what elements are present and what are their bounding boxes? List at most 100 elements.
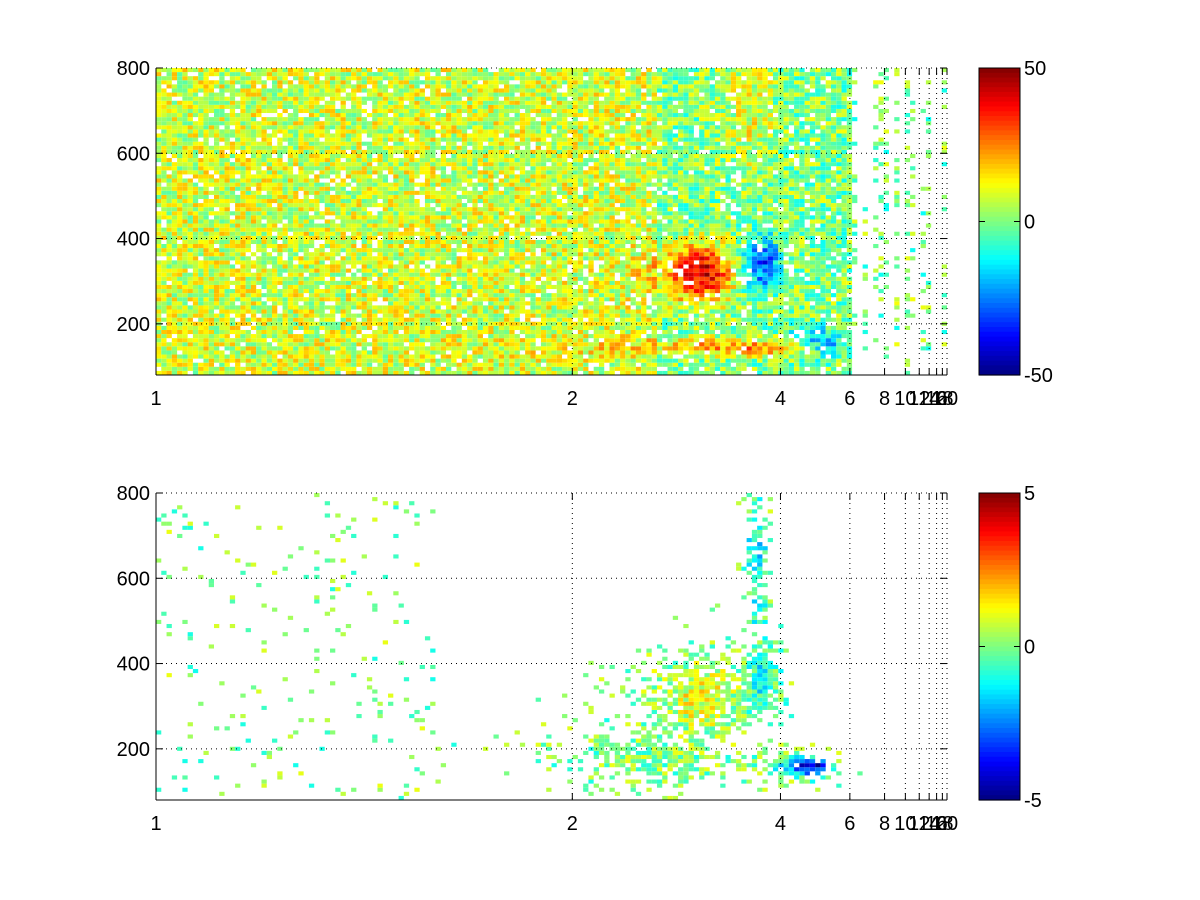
heatmap-cell	[477, 305, 483, 310]
heatmap-cell	[340, 272, 346, 277]
heatmap-cell	[303, 158, 309, 163]
heatmap-cell	[187, 297, 193, 302]
heatmap-cell	[250, 100, 257, 105]
heatmap-cell	[356, 198, 362, 204]
heatmap-cell	[240, 366, 246, 371]
heatmap-cell	[308, 362, 315, 367]
heatmap-cell	[409, 305, 415, 310]
heatmap-cell	[187, 76, 193, 81]
heatmap-cell	[256, 72, 262, 77]
heatmap-cell	[467, 219, 473, 224]
heatmap-cell	[319, 244, 325, 249]
heatmap-cell	[393, 207, 399, 212]
heatmap-cell	[435, 334, 441, 339]
heatmap-cell	[303, 68, 309, 73]
heatmap-cell	[456, 334, 462, 339]
heatmap-cell	[440, 68, 447, 73]
heatmap-cell	[451, 68, 457, 73]
heatmap-cell	[498, 239, 505, 245]
heatmap-cell	[224, 309, 230, 314]
heatmap-cell	[440, 317, 447, 322]
heatmap-cell	[166, 104, 172, 109]
heatmap-cell	[161, 293, 167, 298]
heatmap-cell	[166, 276, 172, 281]
heatmap-cell	[340, 72, 346, 77]
heatmap-cell	[504, 223, 510, 228]
heatmap-cell	[166, 174, 172, 179]
heatmap-cell	[324, 80, 331, 85]
heatmap-cell	[224, 153, 230, 159]
heatmap-cell	[461, 223, 468, 228]
heatmap-cell	[219, 301, 225, 306]
heatmap-cell	[456, 207, 462, 212]
heatmap-cell	[219, 186, 225, 191]
heatmap-cell	[156, 166, 162, 171]
heatmap-cell	[482, 125, 489, 130]
heatmap-cell	[192, 104, 199, 109]
heatmap-cell	[250, 108, 257, 114]
heatmap-cell	[366, 248, 373, 253]
heatmap-cell	[393, 289, 399, 294]
heatmap-cell	[208, 293, 214, 298]
heatmap-cell	[192, 80, 199, 85]
heatmap-cell	[409, 297, 415, 302]
heatmap-cell	[192, 158, 199, 163]
heatmap-cell	[356, 350, 362, 355]
heatmap-cell	[203, 182, 209, 187]
heatmap-cell	[314, 72, 320, 77]
heatmap-cell	[256, 104, 262, 109]
heatmap-cell	[229, 252, 236, 257]
heatmap-cell	[456, 223, 462, 228]
heatmap-cell	[219, 264, 225, 269]
heatmap-cell	[235, 104, 241, 109]
heatmap-cell	[277, 248, 283, 253]
heatmap-cell	[171, 84, 178, 89]
heatmap-cell	[477, 162, 483, 167]
heatmap-cell	[203, 289, 209, 294]
heatmap-cell	[219, 149, 225, 154]
heatmap-cell	[324, 198, 331, 204]
heatmap-cell	[519, 231, 526, 236]
heatmap-cell	[509, 141, 515, 146]
heatmap-cell	[456, 219, 462, 224]
heatmap-cell	[303, 186, 309, 191]
heatmap-cell	[156, 293, 162, 298]
heatmap-cell	[430, 96, 436, 101]
heatmap-cell	[250, 289, 257, 294]
heatmap-cell	[240, 170, 246, 175]
heatmap-cell	[366, 92, 373, 97]
heatmap-cell	[214, 108, 220, 114]
heatmap-cell	[198, 121, 204, 126]
heatmap-cell	[488, 84, 494, 89]
heatmap-cell	[345, 342, 352, 347]
heatmap-cell	[272, 276, 278, 281]
heatmap-cell	[424, 280, 431, 285]
heatmap-cell	[504, 268, 510, 273]
heatmap-cell	[472, 137, 478, 142]
heatmap-cell	[388, 92, 394, 97]
heatmap-cell	[388, 194, 394, 199]
heatmap-cell	[182, 231, 188, 236]
heatmap-cell	[335, 329, 341, 335]
heatmap-cell	[393, 231, 399, 236]
heatmap-cell	[303, 80, 309, 85]
heatmap-cell	[403, 362, 410, 367]
heatmap-cell	[345, 153, 352, 159]
heatmap-cell	[256, 198, 262, 204]
heatmap-cell	[509, 166, 515, 171]
heatmap-cell	[171, 244, 178, 249]
heatmap-cell	[393, 362, 399, 367]
heatmap-cell	[298, 76, 304, 81]
heatmap-cell	[250, 313, 257, 318]
heatmap-cell	[504, 317, 510, 322]
heatmap-cell	[377, 158, 383, 163]
heatmap-cell	[171, 223, 178, 228]
heatmap-cell	[366, 162, 373, 167]
heatmap-cell	[208, 117, 214, 122]
heatmap-cell	[261, 293, 267, 298]
heatmap-cell	[303, 350, 309, 355]
heatmap-cell	[308, 149, 315, 154]
heatmap-cell	[414, 231, 420, 236]
heatmap-cell	[272, 289, 278, 294]
heatmap-cell	[182, 133, 188, 138]
